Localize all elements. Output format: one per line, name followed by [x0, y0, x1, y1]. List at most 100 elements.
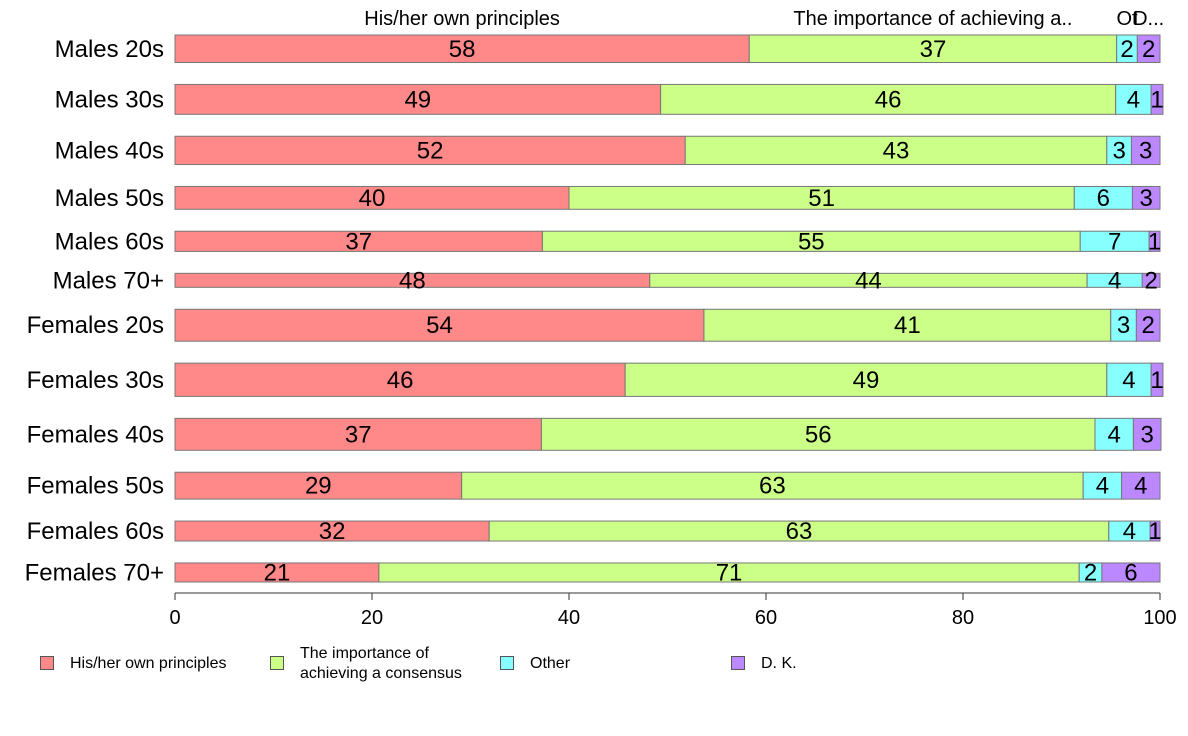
- bar-value-label: 2: [1120, 36, 1133, 63]
- bar-segment: [174, 362, 626, 397]
- bar-segment: [1106, 362, 1152, 397]
- bar-segment: [174, 308, 705, 342]
- bar-value-label: 49: [404, 86, 431, 113]
- bar-value-label: 58: [449, 36, 476, 63]
- bar-segment: [703, 308, 1112, 342]
- category-labels: Males 20s Males 30s Males 40s Males 50s Male…: [25, 36, 164, 587]
- bars-area: 58 37 2 249 46 4 152 43 3 340 51 6 337 55 7 148 44 4 254 41…: [174, 34, 1164, 586]
- bar-value-label: 3: [1117, 312, 1130, 339]
- bar-segment: [1141, 272, 1161, 288]
- bar-segment: [461, 471, 1084, 500]
- bar-value-label: 54: [426, 312, 453, 339]
- x-tick-label: 40: [558, 607, 580, 629]
- bar-value-label: 46: [387, 367, 414, 394]
- bar-segment: [174, 471, 463, 500]
- bar-value-label: 51: [808, 185, 835, 212]
- bar-segment: [1130, 135, 1161, 166]
- legend-label-principles: His/her own principles: [70, 655, 227, 672]
- bar-value-label: 3: [1140, 185, 1153, 212]
- bar-value-label: 63: [759, 473, 786, 500]
- x-tick-label: 0: [169, 607, 180, 629]
- bar-value-label: 52: [417, 137, 444, 164]
- bar-segment: [1135, 308, 1161, 342]
- bar-value-label: 1: [1148, 518, 1161, 545]
- bar-value-label: 29: [305, 473, 332, 500]
- x-tick-label: 100: [1143, 607, 1176, 629]
- top-series-label: The importance of achieving a..: [793, 8, 1072, 30]
- category-label: Males 40s: [55, 137, 164, 164]
- top-series-labels: His/her own principles The importance of …: [364, 8, 1164, 30]
- category-label: Females 40s: [27, 421, 164, 448]
- legend-item-principles: His/her own principles: [40, 654, 227, 674]
- bar-segment: [1131, 185, 1161, 210]
- stacked-bar-chart: His/her own principles The importance of …: [25, 8, 1177, 629]
- bar-value-label: 1: [1150, 86, 1163, 113]
- bar-segment: [1150, 83, 1164, 115]
- bar-segment: [1101, 562, 1161, 583]
- legend-item-dk: D. K.: [731, 654, 797, 674]
- bar-value-label: 4: [1123, 518, 1136, 545]
- legend-item-consensus: The importance of achieving a consensus: [270, 644, 462, 684]
- bar-segment: [1150, 362, 1164, 397]
- bar-value-label: 21: [264, 559, 291, 586]
- bar-value-label: 49: [853, 367, 880, 394]
- bar-segment: [624, 362, 1108, 397]
- legend-label-consensus: The importance of achieving a consensus: [300, 645, 462, 682]
- bar-value-label: 55: [798, 228, 825, 255]
- legend-swatch-dk: [731, 656, 745, 670]
- bar-value-label: 6: [1097, 185, 1110, 212]
- bar-value-label: 48: [399, 267, 426, 294]
- bar-value-label: 4: [1127, 86, 1140, 113]
- bar-value-label: 2: [1144, 267, 1157, 294]
- legend: His/her own principles The importance of…: [0, 644, 1188, 694]
- category-label: Females 50s: [27, 473, 164, 500]
- top-series-label: His/her own principles: [364, 8, 560, 30]
- bar-value-label: 4: [1134, 473, 1147, 500]
- bar-value-label: 71: [716, 559, 743, 586]
- bar-segment: [1121, 471, 1161, 500]
- bar-value-label: 41: [894, 312, 921, 339]
- category-label: Females 20s: [27, 312, 164, 339]
- bar-segment: [1115, 83, 1152, 115]
- category-label: Females 60s: [27, 518, 164, 545]
- bar-value-label: 2: [1142, 36, 1155, 63]
- bar-value-label: 2: [1142, 312, 1155, 339]
- bar-value-label: 44: [855, 267, 882, 294]
- bar-segment: [1110, 308, 1137, 342]
- category-label: Males 70+: [53, 267, 164, 294]
- bar-segment: [1094, 417, 1134, 451]
- legend-swatch-principles: [40, 656, 54, 670]
- category-label: Females 70+: [25, 559, 164, 586]
- category-label: Males 30s: [55, 86, 164, 113]
- x-tick-label: 80: [952, 607, 974, 629]
- legend-swatch-consensus: [270, 656, 284, 670]
- bar-value-label: 6: [1124, 559, 1137, 586]
- bar-value-label: 2: [1084, 559, 1097, 586]
- bar-value-label: 43: [883, 137, 910, 164]
- bar-value-label: 37: [345, 228, 372, 255]
- bar-value-label: 3: [1139, 137, 1152, 164]
- bar-value-label: 4: [1096, 473, 1109, 500]
- bar-segment: [1136, 34, 1161, 64]
- top-series-label: Ot: [1116, 8, 1138, 30]
- category-label: Males 50s: [55, 185, 164, 212]
- category-label: Males 60s: [55, 228, 164, 255]
- category-label: Females 30s: [27, 367, 164, 394]
- bar-segment: [1149, 520, 1161, 542]
- bar-value-label: 4: [1108, 267, 1121, 294]
- bar-value-label: 7: [1108, 228, 1121, 255]
- bar-segment: [1132, 417, 1162, 451]
- bar-value-label: 1: [1148, 228, 1161, 255]
- bar-value-label: 4: [1108, 421, 1121, 448]
- bar-value-label: 40: [359, 185, 386, 212]
- bar-value-label: 56: [805, 421, 832, 448]
- bar-value-label: 37: [345, 421, 372, 448]
- legend-swatch-other: [500, 656, 514, 670]
- bar-segment: [174, 135, 686, 166]
- bar-segment: [748, 34, 1118, 64]
- legend-label-other: Other: [530, 655, 571, 672]
- bar-value-label: 4: [1122, 367, 1135, 394]
- category-label: Males 20s: [55, 36, 164, 63]
- legend-item-other: Other: [500, 654, 570, 674]
- bar-segment: [174, 83, 662, 115]
